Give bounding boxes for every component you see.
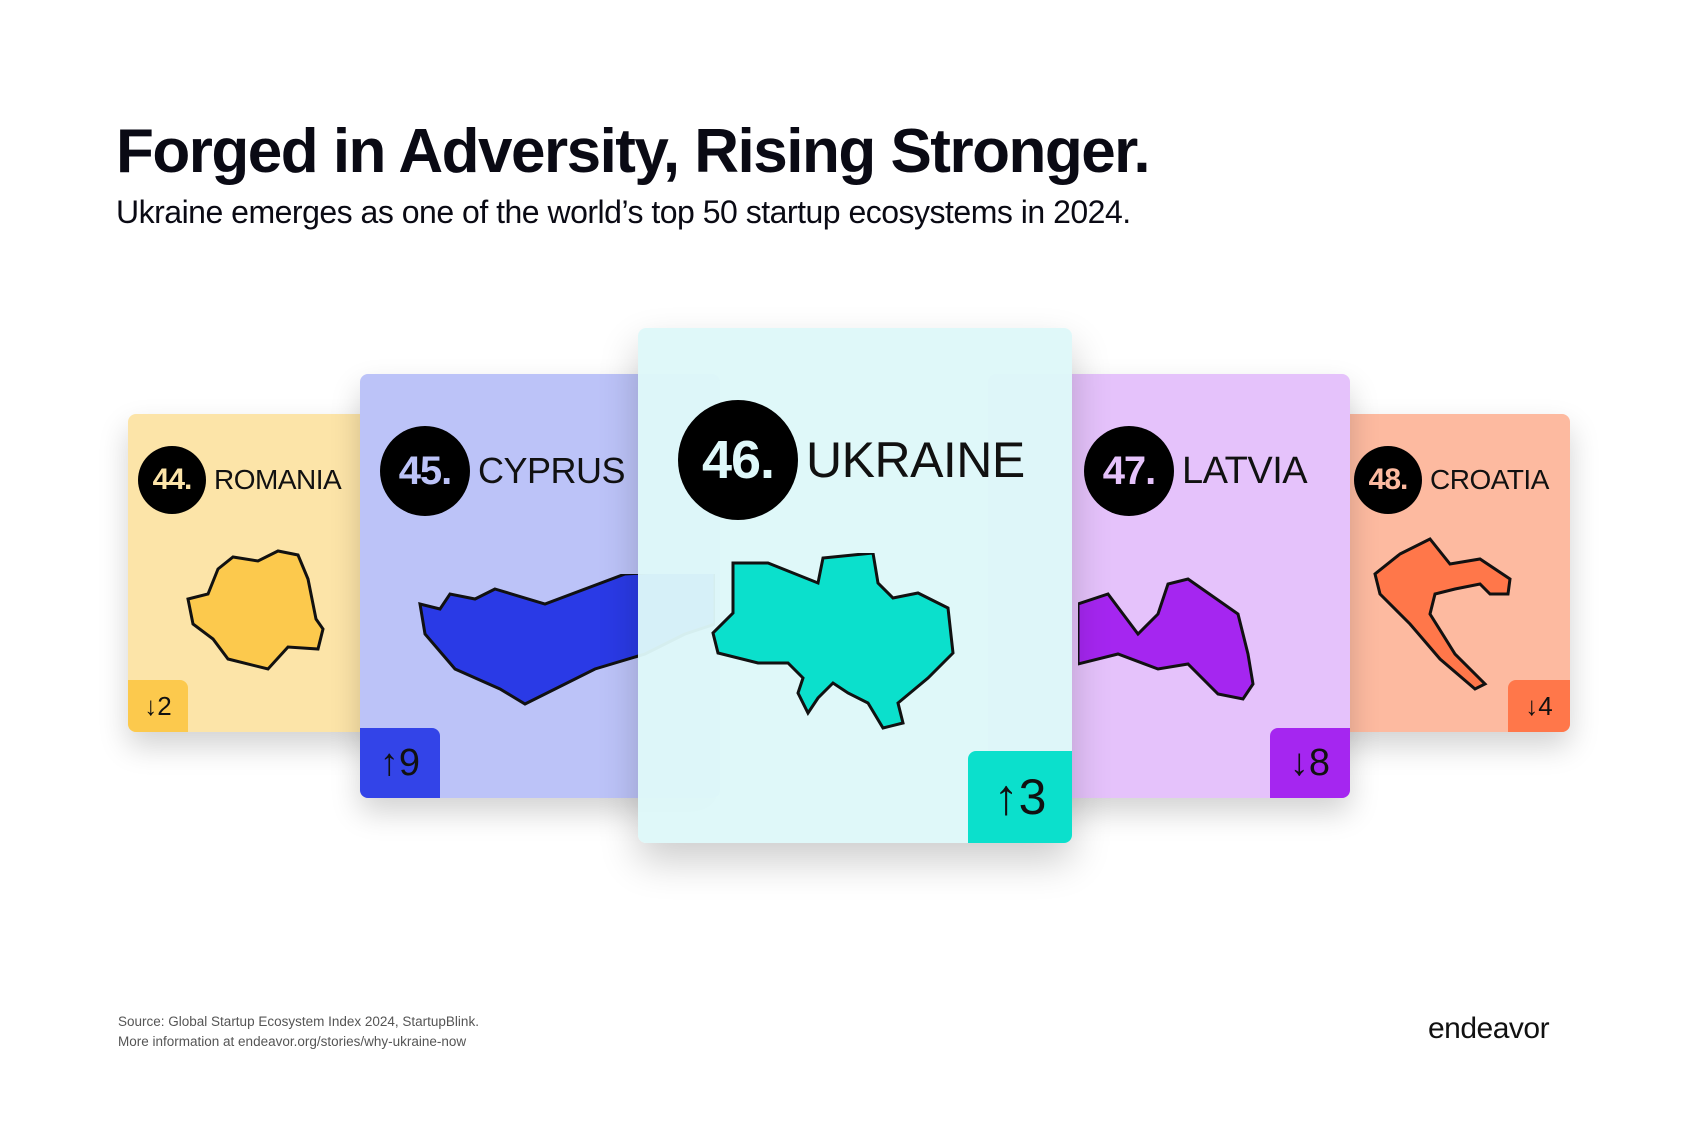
croatia-map-icon bbox=[1373, 537, 1512, 691]
rank-change-badge: ↓2 bbox=[128, 680, 188, 732]
page-title: Forged in Adversity, Rising Stronger. bbox=[116, 117, 1151, 186]
country-name: ROMANIA bbox=[214, 464, 342, 495]
rank-change: ↓4 bbox=[1525, 690, 1553, 721]
rank-number: 46. bbox=[701, 430, 775, 490]
country-name: CYPRUS bbox=[478, 450, 626, 491]
country-name: LATVIA bbox=[1182, 449, 1308, 492]
rank-change: ↓8 bbox=[1289, 741, 1331, 784]
rank-number: 47. bbox=[1102, 448, 1157, 493]
rank-badge: 44. bbox=[138, 446, 206, 514]
page-subtitle: Ukraine emerges as one of the world’s to… bbox=[116, 194, 1131, 230]
ranking-card-romania: 44. ROMANIA ↓2 bbox=[128, 414, 401, 732]
latvia-map-icon bbox=[1078, 577, 1255, 701]
rank-change-badge: ↓8 bbox=[1270, 728, 1350, 798]
ukraine-map-icon bbox=[711, 553, 955, 730]
ranking-card-ukraine: 46. UKRAINE ↑3 bbox=[638, 328, 1072, 843]
country-name: CROATIA bbox=[1430, 464, 1549, 495]
source-text: Source: Global Startup Ecosystem Index 2… bbox=[118, 1014, 479, 1029]
rank-number: 45. bbox=[398, 448, 453, 493]
rank-change-badge: ↑3 bbox=[968, 751, 1072, 843]
rank-change: ↑3 bbox=[993, 769, 1047, 825]
country-name: UKRAINE bbox=[806, 432, 1025, 488]
rank-badge: 48. bbox=[1354, 446, 1422, 514]
romania-map-icon bbox=[186, 549, 325, 671]
more-info-text: More information at endeavor.org/stories… bbox=[118, 1034, 467, 1049]
rank-change-badge: ↓4 bbox=[1508, 680, 1570, 732]
rank-badge: 46. bbox=[678, 400, 798, 520]
rank-badge: 47. bbox=[1084, 426, 1174, 516]
rank-change: ↑9 bbox=[379, 741, 421, 784]
rank-badge: 45. bbox=[380, 426, 470, 516]
rank-change: ↓2 bbox=[144, 690, 172, 721]
rank-number: 44. bbox=[152, 463, 193, 496]
footer-source: Source: Global Startup Ecosystem Index 2… bbox=[118, 1012, 479, 1052]
rank-change-badge: ↑9 bbox=[360, 728, 440, 798]
rank-number: 48. bbox=[1368, 463, 1409, 496]
endeavor-logo: endeavor bbox=[1428, 1012, 1550, 1045]
